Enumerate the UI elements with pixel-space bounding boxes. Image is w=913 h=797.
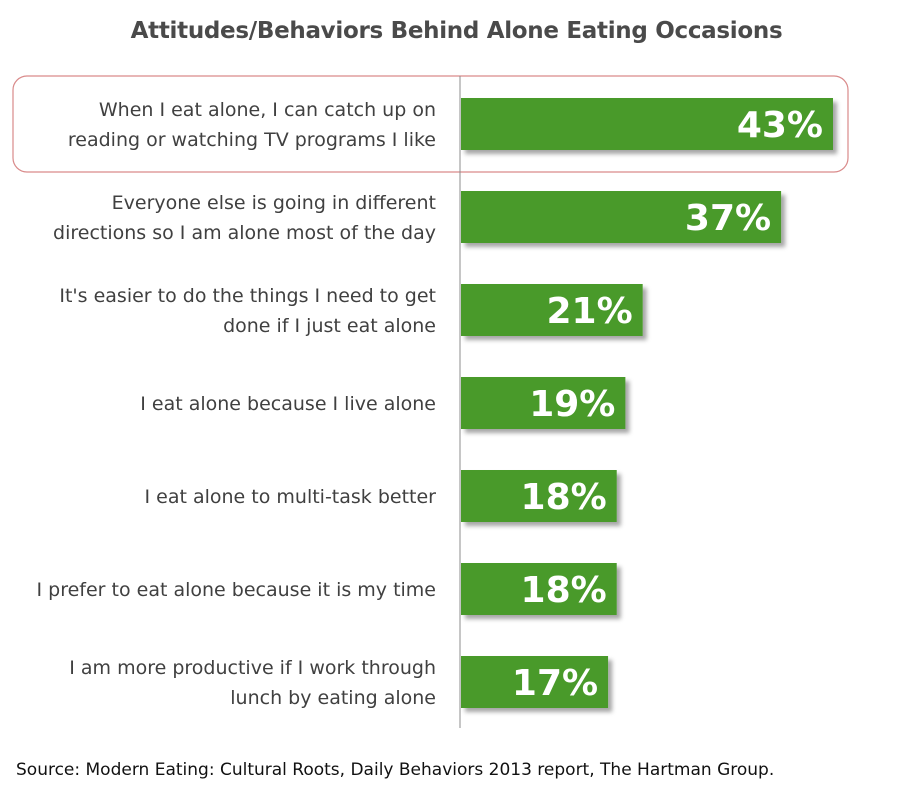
bar-value-label: 18% — [521, 477, 607, 518]
bar-value-label: 18% — [521, 570, 607, 611]
source-note: Source: Modern Eating: Cultural Roots, D… — [16, 760, 775, 780]
bar-value-label: 21% — [547, 291, 633, 332]
category-label: I prefer to eat alone because it is my t… — [37, 579, 436, 601]
chart-title: Attitudes/Behaviors Behind Alone Eating … — [130, 18, 783, 44]
bar — [461, 470, 617, 522]
category-label: reading or watching TV programs I like — [68, 129, 436, 151]
category-label: lunch by eating alone — [230, 687, 436, 709]
bar — [461, 656, 609, 708]
category-label: When I eat alone, I can catch up on — [99, 99, 436, 121]
highlight-box — [12, 75, 849, 173]
category-label: Everyone else is going in different — [112, 192, 436, 214]
bar — [461, 377, 626, 429]
category-label: directions so I am alone most of the day — [53, 222, 436, 244]
category-label: I am more productive if I work through — [69, 657, 436, 679]
bar-value-label: 19% — [529, 384, 615, 425]
bar-value-label: 37% — [685, 198, 771, 239]
bar-value-label: 43% — [737, 105, 823, 146]
bar — [461, 191, 782, 243]
category-label: It's easier to do the things I need to g… — [59, 285, 436, 307]
bar — [461, 98, 833, 150]
category-label: I eat alone because I live alone — [140, 393, 436, 415]
category-label: I eat alone to multi-task better — [145, 486, 437, 508]
bar-value-label: 17% — [512, 663, 598, 704]
bar — [461, 563, 617, 615]
bar — [461, 284, 643, 336]
category-label: done if I just eat alone — [223, 315, 436, 337]
